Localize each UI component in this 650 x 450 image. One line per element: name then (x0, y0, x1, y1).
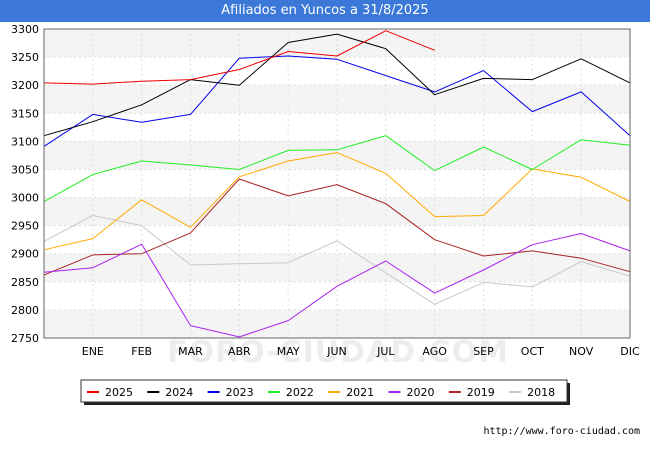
x-tick-label: AGO (422, 345, 447, 358)
y-tick-label: 3250 (11, 51, 39, 64)
x-tick-label: MAR (178, 345, 203, 358)
x-axis: ENE FEB MAR ABR MAY JUN JUL AGO SEP OCT NOV DIC (82, 345, 640, 358)
series-line-2022 (43, 135, 631, 202)
x-tick-label: NOV (569, 345, 594, 358)
x-tick-label: SEP (473, 345, 494, 358)
series-line-2018 (43, 215, 631, 305)
series-line-2024 (43, 33, 631, 137)
y-tick-label: 2950 (11, 220, 39, 233)
gridlines (44, 28, 630, 339)
series-layer (43, 30, 631, 338)
y-tick-label: 3050 (11, 163, 39, 176)
legend-box (80, 379, 568, 403)
legend-label-2020: 2020 (407, 386, 435, 399)
y-tick-label: 2850 (11, 276, 39, 289)
legend-label-2019: 2019 (467, 386, 495, 399)
y-tick-label: 2750 (11, 332, 39, 345)
series-line-2023 (43, 55, 631, 147)
y-tick-label: 2800 (11, 304, 39, 317)
series-line-2020 (43, 233, 631, 338)
series-line-2025 (43, 30, 435, 85)
x-tick-label: JUL (376, 345, 395, 358)
grid-band (44, 253, 630, 282)
credit-url[interactable]: http://www.foro-ciudad.com (483, 426, 640, 437)
plot-frame (43, 28, 631, 339)
legend-label-2024: 2024 (165, 386, 193, 399)
y-tick-label: 3300 (11, 23, 39, 36)
x-tick-label: FEB (131, 345, 152, 358)
series-line-2019 (43, 178, 631, 276)
grid-band (44, 197, 630, 226)
y-tick-label: 3200 (11, 79, 39, 92)
y-tick-label: 3000 (11, 192, 39, 205)
series-line-2021 (43, 152, 631, 251)
watermark: FORO-CIUDAD.COM (167, 335, 509, 370)
x-tick-label: MAY (277, 345, 300, 358)
legend-label-2025: 2025 (105, 386, 133, 399)
x-tick-label: DIC (620, 345, 640, 358)
y-tick-label: 3150 (11, 107, 39, 120)
y-tick-label: 3100 (11, 135, 39, 148)
x-tick-label: JUN (326, 345, 347, 358)
legend: 2025 2024 2023 2022 2021 2020 2019 2018 (80, 379, 570, 405)
y-axis: 2750 2800 2850 2900 2950 3000 3050 3100 3150 3200… (11, 23, 39, 345)
legend-label-2018: 2018 (527, 386, 555, 399)
grid-band (44, 29, 630, 58)
x-tick-label: ABR (228, 345, 251, 358)
x-tick-label: OCT (521, 345, 544, 358)
legend-label-2021: 2021 (346, 386, 374, 399)
chart-title: Afiliados en Yuncos a 31/8/2025 (0, 0, 650, 22)
legend-label-2022: 2022 (286, 386, 314, 399)
y-tick-label: 2900 (11, 248, 39, 261)
x-tick-label: ENE (82, 345, 104, 358)
legend-label-2023: 2023 (226, 386, 254, 399)
